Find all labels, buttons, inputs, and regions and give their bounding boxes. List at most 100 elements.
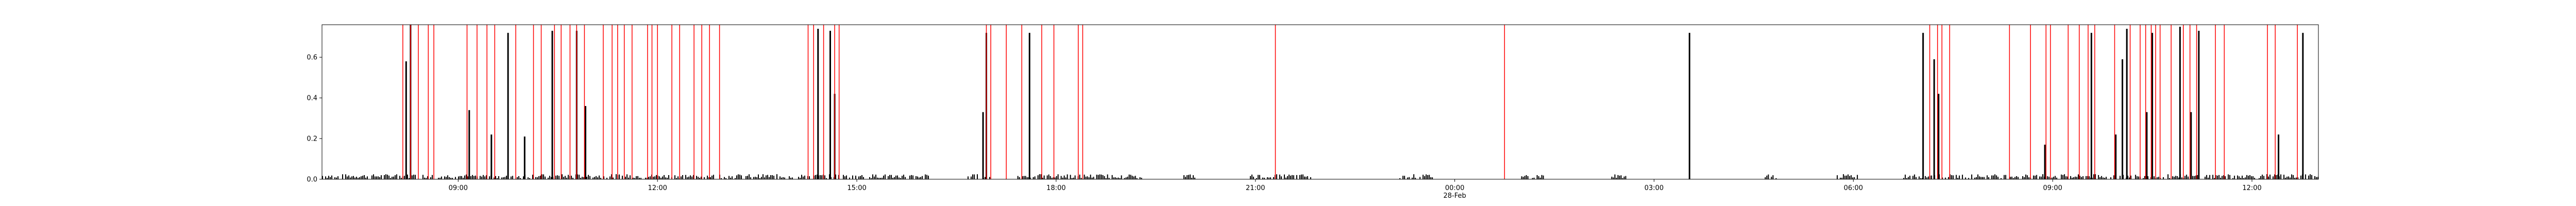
activity-bar [2205,177,2206,179]
activity-bar [2310,174,2311,179]
activity-bar [2035,176,2036,179]
activity-bar [611,174,612,179]
x-tick-label: 15:00 [847,184,866,192]
activity-bar [844,176,845,179]
activity-bar [2300,175,2302,179]
activity-bar [1399,178,1401,179]
activity-bar [2104,178,2106,179]
activity-bar [2240,178,2242,179]
activity-bar [2157,177,2158,179]
activity-bar [1849,176,1851,179]
activity-bar [2041,176,2042,179]
activity-bar [473,176,474,179]
activity-bar [633,178,634,179]
activity-bar [637,176,638,179]
activity-bar [1956,175,1957,179]
activity-bar [2225,176,2226,179]
activity-bar [2276,175,2277,179]
activity-bar [2130,176,2132,179]
activity-bar [427,176,428,179]
activity-bar [1620,175,1622,179]
activity-bar [1060,176,1062,179]
activity-bar [849,177,850,179]
activity-bar [1183,175,1185,179]
activity-bar [1965,177,1967,179]
activity-bar [781,177,782,179]
plot-frame [321,24,2319,180]
activity-bar [892,178,893,179]
activity-bar [2181,177,2183,179]
activity-bar [2092,178,2093,179]
activity-bar [925,174,926,179]
activity-bar [511,176,512,179]
activity-bar [1942,177,1943,179]
activity-bar [563,177,564,179]
activity-bar [2033,175,2035,179]
activity-bar [1977,174,1979,179]
activity-bar [2028,177,2030,179]
activity-bar [2266,174,2268,179]
activity-bar [356,177,357,179]
activity-bar [2067,176,2069,179]
activity-bar [1292,175,1293,179]
activity-bar [2283,175,2285,179]
activity-bar [1289,175,1290,179]
activity-bar [899,177,900,179]
spike-bar [2179,26,2181,180]
activity-bar [2056,177,2058,179]
activity-bar [438,178,439,179]
activity-bar [803,176,804,179]
activity-bar [599,175,600,179]
activity-bar [2064,174,2065,179]
activity-bar [361,176,362,179]
activity-bar [1619,176,1620,179]
activity-bar [463,178,464,179]
activity-bar [1107,174,1108,179]
activity-bar [334,177,335,179]
activity-bar [1191,178,1193,179]
activity-bar [580,178,581,179]
spike-bar [2278,134,2280,179]
activity-bar [1250,176,1251,179]
activity-bar [392,177,393,179]
activity-bar [650,176,651,179]
activity-bar [1974,177,1976,179]
activity-bar [2274,174,2276,179]
activity-bar [668,175,669,179]
activity-bar [821,175,822,179]
activity-bar [2082,176,2084,179]
activity-bar [783,177,784,179]
activity-bar [750,177,751,179]
activity-bar [461,176,462,179]
activity-bar [877,177,878,179]
spike-bar [817,28,819,180]
activity-bar [1093,177,1094,179]
activity-bar [1268,177,1269,179]
activity-bar [1087,176,1088,179]
activity-bar [475,176,476,179]
activity-bar [1919,176,1920,179]
activity-bar [804,176,805,179]
activity-bar [1125,177,1127,179]
activity-bar [503,177,504,179]
activity-bar [518,176,519,179]
activity-bar [2305,174,2307,179]
x-axis: 09:00 12:00 15:00 18:00 21:00 00:00 03:00 06:00… [449,179,2262,200]
activity-bar [1844,176,1846,179]
activity-bar [711,176,713,179]
activity-bar [1617,175,1619,179]
activity-bar [572,178,573,179]
activity-bar [681,176,682,179]
activity-bar [548,178,549,179]
activity-bar [449,177,450,179]
activity-bar [1301,174,1302,179]
event-lines-layer [402,25,2298,179]
activity-bar [1284,174,1285,179]
activity-bar [1945,177,1946,179]
activity-bar [396,174,397,179]
activity-bar [2062,175,2064,179]
activity-bar [1304,176,1305,179]
activity-bar [659,176,660,179]
activity-bar [486,175,487,179]
activity-bar [1025,176,1026,179]
